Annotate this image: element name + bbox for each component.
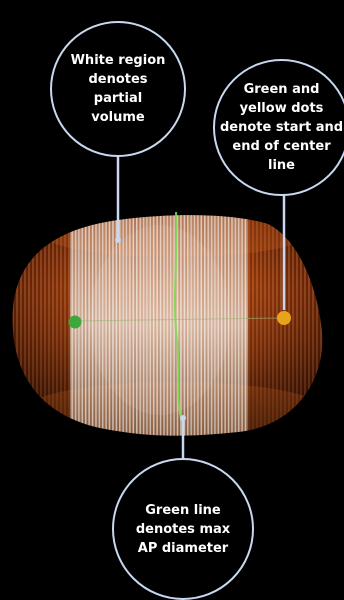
center-line (73, 317, 285, 322)
callout-partial-volume-text: White region denotes partial volume (70, 53, 166, 125)
end-dot (277, 311, 291, 325)
callout-max-ap-diameter: Green line denotes max AP diameter (112, 458, 254, 600)
start-dot (68, 315, 82, 329)
callout-connectors (116, 155, 286, 460)
callout-max-ap-diameter-text: Green line denotes max AP diameter (135, 502, 231, 556)
connector-end-white (115, 237, 121, 243)
connector-end-green (180, 415, 186, 421)
max-ap-diameter-line (173, 211, 182, 419)
partial-volume-region (70, 215, 248, 436)
callout-center-line-dots-text: Green and yellow dots denote start and e… (219, 82, 344, 173)
callout-partial-volume: White region denotes partial volume (50, 21, 186, 157)
callout-center-line-dots: Green and yellow dots denote start and e… (213, 59, 344, 196)
